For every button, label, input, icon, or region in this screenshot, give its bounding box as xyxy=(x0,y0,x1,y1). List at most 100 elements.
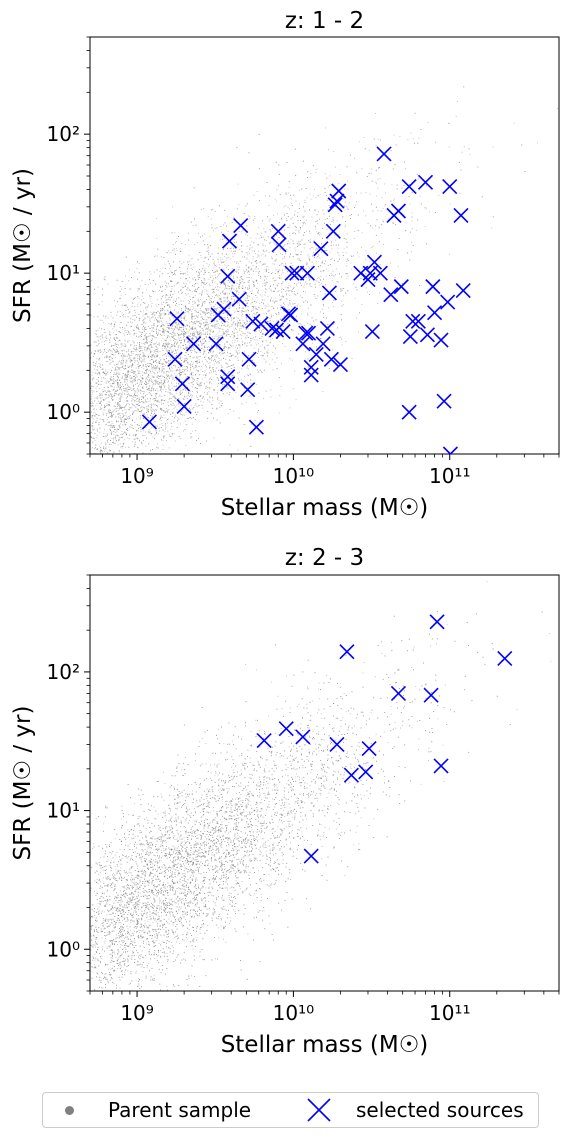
y-tick-label: 10⁰ xyxy=(47,937,80,961)
x-marker-icon xyxy=(307,1098,331,1122)
selected-source-marker xyxy=(376,146,392,162)
selected-source-marker xyxy=(429,614,445,630)
minor-ticks xyxy=(86,574,560,995)
minor-ticks xyxy=(86,36,560,458)
panel-z2-3: 10⁹ 10¹⁰ 10¹¹ 10⁰ 10¹ 10² z: 2 - 3 Stellar mass… xyxy=(10,545,560,1058)
y-tick-label: 10¹ xyxy=(47,799,80,823)
plot-frame xyxy=(89,574,560,992)
selected-source-marker xyxy=(248,419,264,435)
selected-source-marker xyxy=(303,367,319,383)
selected-source-marker xyxy=(141,414,158,430)
selected-source-marker xyxy=(440,294,456,310)
selected-source-marker xyxy=(425,279,441,295)
selected-source-marker xyxy=(221,233,238,249)
selected-source-marker xyxy=(176,398,192,414)
x-tick-label: 10¹¹ xyxy=(429,464,470,488)
selected-source-marker xyxy=(186,336,202,352)
selected-source-marker xyxy=(240,382,256,398)
selected-source-marker xyxy=(372,265,388,281)
selected-source-marker xyxy=(332,356,349,373)
selected-sources-series xyxy=(256,614,513,864)
selected-source-marker xyxy=(393,279,409,295)
parent-sample-cloud xyxy=(90,581,552,991)
selected-source-marker xyxy=(455,282,471,299)
selected-source-marker xyxy=(270,223,286,239)
selected-source-marker xyxy=(271,237,287,253)
selected-source-marker xyxy=(497,650,513,667)
selected-source-marker xyxy=(278,721,294,737)
selected-source-marker xyxy=(308,346,324,363)
selected-source-marker xyxy=(433,758,449,774)
selected-source-marker xyxy=(253,316,269,332)
selected-source-marker xyxy=(169,311,185,327)
selected-source-marker xyxy=(295,336,311,352)
x-tick-label: 10⁹ xyxy=(120,464,153,488)
x-tick-label: 10¹⁰ xyxy=(273,1001,314,1025)
selected-source-marker xyxy=(327,197,343,213)
selected-source-marker xyxy=(325,223,341,239)
selected-source-marker xyxy=(303,848,319,864)
selected-source-marker xyxy=(319,320,335,337)
selected-source-marker xyxy=(323,351,339,367)
selected-source-marker xyxy=(245,313,261,329)
selected-source-marker xyxy=(383,287,399,303)
selected-source-marker xyxy=(329,736,345,752)
legend-label-selected-sources: selected sources xyxy=(356,1098,524,1122)
y-tick-label: 10⁰ xyxy=(47,400,80,424)
selected-source-marker xyxy=(220,369,236,385)
parent-sample-cloud xyxy=(90,86,558,454)
legend-item-selected-sources: selected sources xyxy=(306,1093,524,1127)
y-tick-label: 10¹ xyxy=(47,261,80,285)
x-tick-label: 10¹¹ xyxy=(429,1001,470,1025)
selected-source-marker xyxy=(313,241,329,257)
x-tick-label: 10⁹ xyxy=(120,1001,153,1025)
selected-source-marker xyxy=(339,644,355,660)
selected-source-marker xyxy=(283,307,299,323)
y-axis-label: SFR (M☉ / yr) xyxy=(10,168,36,323)
selected-source-marker xyxy=(216,301,232,317)
selected-source-marker xyxy=(321,285,337,301)
selected-source-marker xyxy=(167,351,183,367)
selected-source-marker xyxy=(174,376,190,392)
selected-source-marker xyxy=(423,687,439,703)
selected-source-marker xyxy=(231,291,247,307)
y-axis-label: SFR (M☉ / yr) xyxy=(10,706,36,861)
selected-source-marker xyxy=(343,767,359,783)
x-tick-label: 10¹⁰ xyxy=(273,464,314,488)
x-axis-label: Stellar mass (M☉) xyxy=(221,495,429,521)
selected-source-marker xyxy=(298,325,314,341)
chart-title: z: 1 - 2 xyxy=(285,8,364,34)
selected-source-marker xyxy=(315,336,331,352)
legend: Parent sample selected sources xyxy=(42,1092,539,1128)
selected-source-marker xyxy=(390,203,407,219)
selected-source-marker xyxy=(366,254,383,270)
selected-source-marker xyxy=(208,336,224,352)
selected-source-marker xyxy=(390,685,407,701)
selected-source-marker xyxy=(401,404,417,420)
panel-z1-2: 10⁹ 10¹⁰ 10¹¹ 10⁰ 10¹ 10² z: 1 - 2 Stellar mass… xyxy=(10,8,560,521)
selected-source-marker xyxy=(299,265,316,281)
selected-source-marker xyxy=(295,729,311,745)
plot-frame xyxy=(89,36,560,455)
selected-source-marker xyxy=(453,207,469,224)
selected-source-marker xyxy=(361,741,377,757)
selected-source-marker xyxy=(433,332,449,348)
selected-source-marker xyxy=(417,174,434,190)
selected-source-marker xyxy=(442,178,458,195)
dot-icon xyxy=(65,1105,74,1115)
x-axis-label: Stellar mass (M☉) xyxy=(221,1032,429,1058)
legend-label-parent-sample: Parent sample xyxy=(108,1098,252,1122)
y-tick-label: 10² xyxy=(47,122,80,146)
selected-source-marker xyxy=(405,313,421,329)
selected-source-marker xyxy=(410,313,426,329)
selected-source-marker xyxy=(233,217,249,234)
selected-source-marker xyxy=(402,328,418,345)
selected-source-marker xyxy=(442,446,458,454)
selected-source-marker xyxy=(275,324,291,340)
selected-source-marker xyxy=(300,325,317,341)
selected-sources-series xyxy=(141,146,471,454)
selected-source-marker xyxy=(220,268,236,284)
legend-item-parent-sample: Parent sample xyxy=(65,1093,251,1127)
selected-source-marker xyxy=(401,178,417,195)
